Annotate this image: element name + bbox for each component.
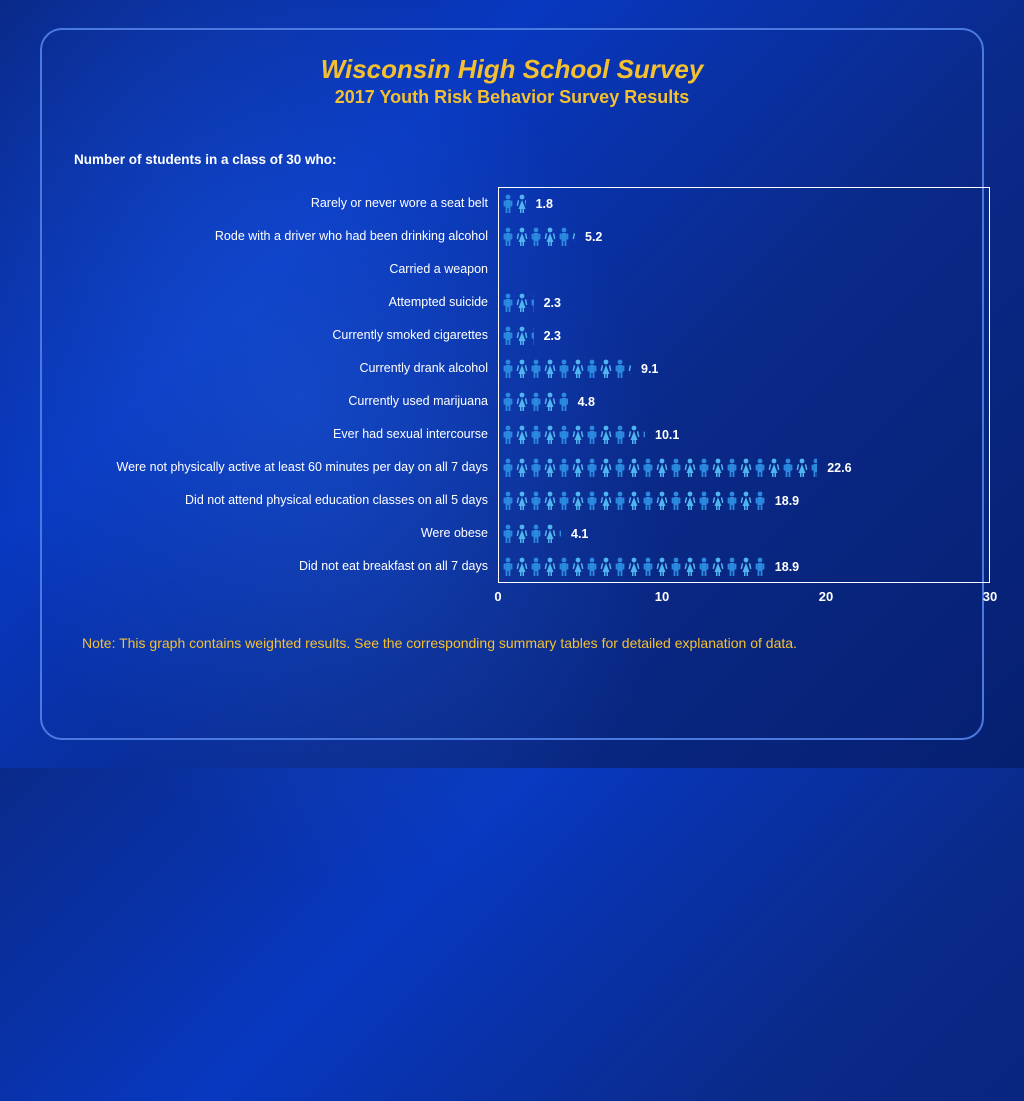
x-tick: 0 bbox=[494, 589, 501, 604]
slide-frame: Wisconsin High School Survey 2017 Youth … bbox=[40, 28, 984, 740]
slide-title: Wisconsin High School Survey bbox=[70, 54, 954, 85]
row-label: Attempted suicide bbox=[74, 295, 498, 309]
row-label: Carried a weapon bbox=[74, 262, 498, 276]
row-label: Rode with a driver who had been drinking… bbox=[74, 229, 498, 243]
footnote: Note: This graph contains weighted resul… bbox=[82, 635, 954, 651]
chart-intro: Number of students in a class of 30 who: bbox=[74, 152, 954, 167]
row-label: Did not eat breakfast on all 7 days bbox=[74, 559, 498, 573]
row-label: Did not attend physical education classe… bbox=[74, 493, 498, 507]
x-tick: 20 bbox=[819, 589, 833, 604]
x-tick: 30 bbox=[983, 589, 997, 604]
row-label: Currently used marijuana bbox=[74, 394, 498, 408]
row-label: Currently drank alcohol bbox=[74, 361, 498, 375]
slide-subtitle: 2017 Youth Risk Behavior Survey Results bbox=[70, 87, 954, 108]
x-tick: 10 bbox=[655, 589, 669, 604]
x-axis: 0102030 bbox=[498, 583, 990, 607]
pictogram-chart: Rarely or never wore a seat belt 1.8Rode… bbox=[74, 187, 954, 607]
row-label: Currently smoked cigarettes bbox=[74, 328, 498, 342]
row-label: Were not physically active at least 60 m… bbox=[74, 460, 498, 474]
plot-area bbox=[498, 187, 990, 583]
row-label: Were obese bbox=[74, 526, 498, 540]
row-label: Rarely or never wore a seat belt bbox=[74, 196, 498, 210]
row-label: Ever had sexual intercourse bbox=[74, 427, 498, 441]
